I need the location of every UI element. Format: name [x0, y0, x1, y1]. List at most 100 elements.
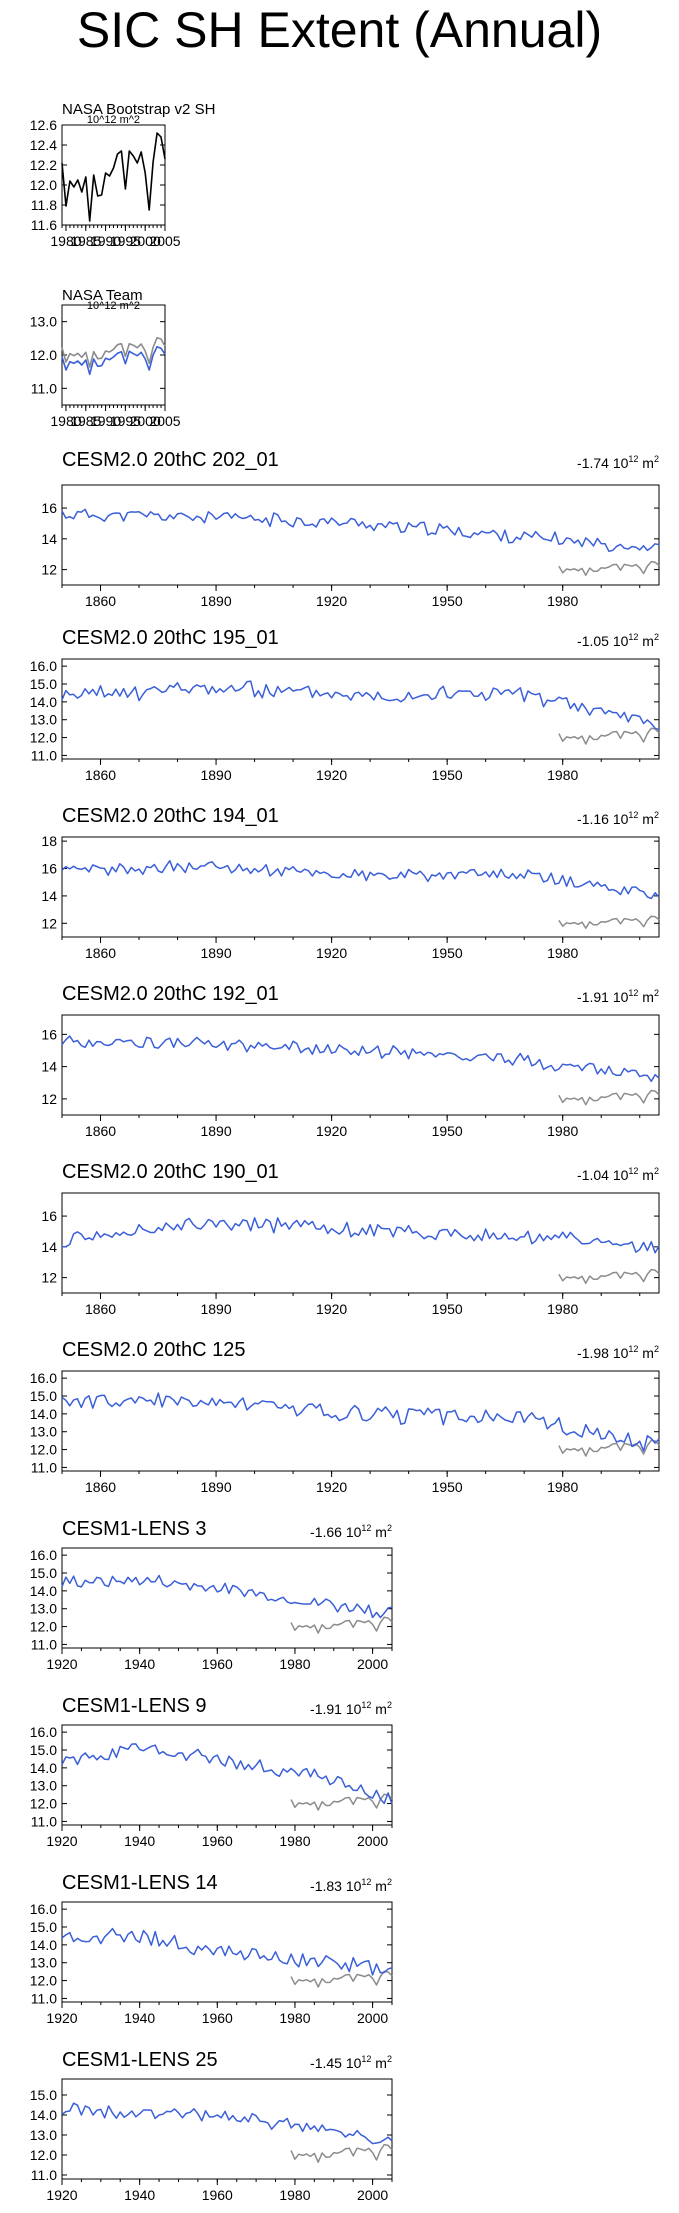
trend-label: -1.91 1012 m2 [577, 988, 659, 1005]
plot-frame [61, 1014, 660, 1116]
x-tick-label: 1990 [90, 233, 121, 249]
y-tick-label: 13.0 [30, 1601, 57, 1617]
series-line-model [61, 1217, 660, 1254]
y-tick-label: 14.0 [30, 1760, 57, 1776]
x-tick-label: 1890 [200, 767, 231, 783]
x-tick-label: 1980 [547, 1301, 578, 1317]
series-line-obs [290, 1616, 393, 1634]
x-tick-label: 1950 [432, 1301, 463, 1317]
y-tick-label: 12 [41, 915, 57, 931]
x-tick-label: 1860 [85, 945, 116, 961]
x-tick-label: 1920 [46, 1656, 77, 1672]
chart-panel-10: CESM1-LENS 9 -1.91 1012 m2 11.012.0 13.0 14.… [30, 1695, 393, 1849]
y-tick-label: 14.0 [30, 1406, 57, 1422]
x-tick-label: 2000 [357, 1833, 388, 1849]
x-tick-label: 1980 [547, 767, 578, 783]
y-tick-label: 11.0 [31, 1459, 57, 1475]
chart-title: CESM1-LENS 25 [62, 2049, 218, 2071]
x-tick-label: 1940 [124, 1833, 155, 1849]
series-line-model [61, 1035, 660, 1083]
x-tick-label: 1995 [110, 233, 141, 249]
y-tick-label: 12.0 [30, 1973, 57, 1989]
series-line-model [61, 680, 660, 731]
series-line-model [61, 345, 166, 376]
series-line-model [61, 1743, 393, 1805]
plot-frame [61, 658, 660, 760]
series-line-obs [558, 1268, 660, 1284]
y-tick-label: 11.0 [31, 380, 57, 396]
y-tick-label: 12.0 [30, 347, 57, 363]
y-tick-label: 15.0 [30, 1742, 57, 1758]
plot-frame [61, 1547, 393, 1649]
x-tick-label: 1995 [110, 413, 141, 429]
x-tick-label: 1950 [432, 593, 463, 609]
chart-title: NASA Bootstrap v2 SH [62, 101, 215, 118]
plot-frame [61, 1192, 660, 1294]
y-tick-label: 18 [41, 833, 57, 849]
figure-title: SIC SH Extent (Annual) [76, 2, 603, 58]
series-line-model [61, 1392, 660, 1452]
x-tick-label: 2000 [130, 233, 161, 249]
chart-title: CESM2.0 20thC 192_01 [62, 983, 279, 1005]
chart-panel-11: CESM1-LENS 14 -1.83 1012 m2 11.012.0 13.0 14… [30, 1872, 393, 2026]
y-tick-label: 11.8 [31, 197, 57, 213]
y-tick-label: 14 [41, 888, 57, 904]
units-label: 10^12 m^2 [87, 114, 140, 126]
y-tick-label: 16 [41, 861, 57, 877]
chart-panel-6: CESM2.0 20thC 192_01 -1.91 1012 m2 12 14 16 1… [41, 983, 660, 1139]
x-tick-label: 1990 [90, 413, 121, 429]
x-tick-label: 1960 [202, 2010, 233, 2026]
x-tick-label: 1960 [202, 1656, 233, 1672]
chart-title: CESM1-LENS 14 [62, 1872, 218, 1894]
y-tick-label: 16 [41, 1026, 57, 1042]
plot-frame [61, 836, 660, 938]
series-line-obs [61, 336, 166, 368]
trend-label: -1.98 1012 m2 [577, 1344, 659, 1361]
trend-label: -1.74 1012 m2 [577, 454, 659, 471]
y-tick-label: 14 [41, 1239, 57, 1255]
chart-title: CESM2.0 20thC 125 [62, 1339, 245, 1361]
y-tick-label: 13.0 [30, 314, 57, 330]
y-tick-label: 12.0 [30, 730, 57, 746]
y-tick-label: 16.0 [30, 1547, 57, 1563]
series-line-obs [558, 1089, 660, 1106]
chart-panel-5: CESM2.0 20thC 194_01 -1.16 1012 m2 12 14 16 1… [41, 805, 660, 961]
y-tick-label: 11.0 [31, 1813, 57, 1829]
x-tick-label: 1920 [316, 593, 347, 609]
chart-title: CESM1-LENS 9 [62, 1695, 207, 1717]
y-tick-label: 12.0 [30, 1796, 57, 1812]
x-tick-label: 1950 [432, 1123, 463, 1139]
trend-label: -1.05 1012 m2 [577, 632, 659, 649]
y-tick-label: 12 [41, 1270, 57, 1286]
x-tick-label: 1980 [547, 1123, 578, 1139]
x-tick-label: 1920 [316, 767, 347, 783]
x-tick-label: 1980 [279, 1833, 310, 1849]
x-tick-label: 1960 [202, 1833, 233, 1849]
x-tick-label: 1860 [85, 1301, 116, 1317]
x-tick-label: 1980 [547, 945, 578, 961]
y-tick-label: 15.0 [30, 1388, 57, 1404]
x-tick-label: 1860 [85, 593, 116, 609]
y-tick-label: 15.0 [30, 676, 57, 692]
series-line-model [61, 508, 660, 553]
x-tick-label: 1920 [316, 1123, 347, 1139]
chart-title: CESM2.0 20thC 190_01 [62, 1161, 279, 1183]
x-tick-label: 1985 [70, 413, 101, 429]
x-tick-label: 1890 [200, 945, 231, 961]
x-tick-label: 1940 [124, 1656, 155, 1672]
x-tick-label: 1950 [432, 1479, 463, 1495]
y-tick-label: 12.0 [30, 177, 57, 193]
plot-frame [61, 484, 660, 586]
y-tick-label: 12.0 [30, 2147, 57, 2163]
y-tick-label: 13.0 [30, 712, 57, 728]
y-tick-label: 13.0 [30, 1778, 57, 1794]
plot-frame [61, 1901, 393, 2003]
y-tick-label: 14.0 [30, 1583, 57, 1599]
chart-panel-12: CESM1-LENS 25 -1.45 1012 m2 11.0 12.0 13.0 14… [30, 2049, 393, 2203]
x-tick-label: 1985 [70, 233, 101, 249]
x-tick-label: 1890 [200, 1479, 231, 1495]
chart-panel-7: CESM2.0 20thC 190_01 -1.04 1012 m2 12 14 16 1… [41, 1161, 660, 1317]
